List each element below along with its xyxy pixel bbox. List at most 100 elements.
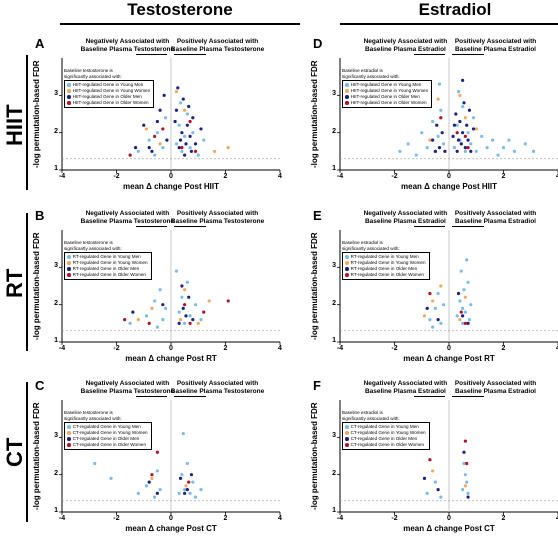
panel-e-point-series-0 <box>431 325 434 328</box>
panel-b-point-series-0 <box>183 322 186 325</box>
panel-c-x-tick-label: 4 <box>274 515 286 522</box>
panel-d-point-series-2 <box>469 150 472 153</box>
panel-c-point-series-0 <box>153 495 156 498</box>
panel-a-x-tick-label: 0 <box>165 173 177 180</box>
panel-d-legend-dot <box>345 95 349 99</box>
panel-c-legend: Baseline testosterone is significantly as… <box>64 410 152 450</box>
panel-b-point-series-0 <box>186 281 189 284</box>
panel-d-point-series-0 <box>438 83 441 86</box>
panel-e-legend-title: Baseline estradiol is significantly assoc… <box>342 240 430 252</box>
panel-c-x-axis-label: mean Δ change Post CT <box>62 524 280 533</box>
panel-e-point-series-0 <box>462 288 465 291</box>
row-rule-rt <box>26 213 28 351</box>
panel-a-point-series-2 <box>182 97 185 100</box>
panel-b-point-series-2 <box>182 307 185 310</box>
panel-a-point-series-3 <box>188 120 191 123</box>
panel-a-point-series-2 <box>165 139 168 142</box>
panel-f-x-axis-label: mean Δ change Post CT <box>340 524 558 533</box>
panel-e-point-series-0 <box>439 322 442 325</box>
panel-d-y-tick-label: 2 <box>328 128 336 135</box>
panel-e-point-series-0 <box>466 281 469 284</box>
panel-f-legend-title: Baseline estradiol is significantly assoc… <box>342 410 430 422</box>
panel-b-point-series-2 <box>131 311 134 314</box>
panel-d-point-series-0 <box>466 131 469 134</box>
panel-c-point-series-0 <box>183 488 186 491</box>
panel-b-legend-dot <box>67 255 71 259</box>
column-title-testosterone: Testosterone <box>70 0 290 20</box>
panel-a-point-series-0 <box>175 142 178 145</box>
panel-d-point-series-1 <box>437 97 440 100</box>
row-label-hiit: HIIT <box>2 65 26 185</box>
panel-c-point-series-3 <box>150 473 153 476</box>
panel-c-point-series-0 <box>178 492 181 495</box>
panel-e-legend-dot <box>345 267 349 271</box>
panel-d-point-series-2 <box>468 109 471 112</box>
panel-f-x-tick-label: -2 <box>389 515 401 522</box>
panel-c-point-series-0 <box>156 469 159 472</box>
panel-a-legend-item: HIIT-regulated Gene in Older Women <box>67 100 150 106</box>
panel-b-y-tick-label: 2 <box>50 300 58 307</box>
panel-c-point-series-2 <box>156 492 159 495</box>
panel-c-point-series-1 <box>150 477 153 480</box>
panel-d-legend-item: HIIT-regulated Gene in Older Women <box>345 100 428 106</box>
panel-a-point-series-0 <box>156 131 159 134</box>
panel-a-y-tick-label: 1 <box>50 165 58 172</box>
panel-d-x-axis-label: mean Δ change Post HIIT <box>340 182 558 191</box>
panel-c-legend-label: CT-regulated Gene in Older Women <box>73 442 146 448</box>
panel-f-y-tick-label: 3 <box>328 432 336 439</box>
panel-e-point-series-2 <box>437 318 440 321</box>
panel-a-point-series-1 <box>227 146 230 149</box>
panel-b-point-series-2 <box>184 314 187 317</box>
panel-d-point-series-0 <box>457 90 460 93</box>
panel-d-point-series-0 <box>431 120 434 123</box>
panel-d-point-series-0 <box>442 142 445 145</box>
panel-a-y-axis-label: -log permutation-based FDR <box>32 58 42 170</box>
panel-f-y-tick-label: 1 <box>328 507 336 514</box>
panel-d-legend-dot <box>345 83 349 87</box>
panel-f-y-axis-label: -log permutation-based FDR <box>310 400 320 512</box>
panel-d-point-series-0 <box>472 116 475 119</box>
panel-b-point-series-2 <box>180 284 183 287</box>
panel-e-point-series-0 <box>464 311 467 314</box>
panel-d-point-series-0 <box>398 150 401 153</box>
panel-a-point-series-3 <box>129 153 132 156</box>
panel-a-point-series-0 <box>179 101 182 104</box>
panel-d-annotation-negative-rule <box>414 54 445 55</box>
panel-f-point-series-0 <box>466 492 469 495</box>
panel-d-point-series-0 <box>480 135 483 138</box>
panel-b-point-series-0 <box>180 296 183 299</box>
panel-a-point-series-3 <box>194 150 197 153</box>
panel-b-point-series-0 <box>159 288 162 291</box>
panel-d-legend-box: HIIT-regulated Gene in Young Men HIIT-reg… <box>342 80 432 108</box>
panel-c-legend-title: Baseline testosterone is significantly as… <box>64 410 152 422</box>
panel-c-point-series-2 <box>179 477 182 480</box>
panel-d-point-series-2 <box>435 124 438 127</box>
panel-d-x-tick-label: -2 <box>389 173 401 180</box>
panel-d-annotation-positive: Positively Associated with Baseline Plasm… <box>441 38 551 53</box>
panel-d-point-series-2 <box>472 127 475 130</box>
panel-b-y-axis-label: -log permutation-based FDR <box>32 230 42 342</box>
panel-e-y-tick-label: 3 <box>328 262 336 269</box>
panel-b-point-series-1 <box>150 307 153 310</box>
panel-c-point-series-0 <box>188 492 191 495</box>
panel-e-annotation-positive-rule <box>452 226 485 227</box>
panel-e-legend-dot <box>345 273 349 277</box>
panel-e-point-series-0 <box>458 299 461 302</box>
panel-f-legend-dot <box>345 431 349 435</box>
panel-d-point-series-1 <box>475 127 478 130</box>
panel-d-point-series-2 <box>443 150 446 153</box>
panel-f-point-series-3 <box>428 458 431 461</box>
panel-a-point-series-0 <box>186 112 189 115</box>
panel-e-x-tick-label: -4 <box>334 345 346 352</box>
panel-c-point-series-0 <box>199 488 202 491</box>
panel-a-point-series-3 <box>161 127 164 130</box>
panel-b-point-series-0 <box>199 318 202 321</box>
panel-e-letter: E <box>313 208 322 223</box>
panel-a-point-series-1 <box>213 150 216 153</box>
panel-a-point-series-0 <box>178 124 181 127</box>
panel-f-point-series-3 <box>465 462 468 465</box>
panel-d-point-series-2 <box>431 139 434 142</box>
panel-a-point-series-0 <box>180 150 183 153</box>
panel-b-annotation-negative-rule <box>136 226 167 227</box>
panel-e-point-series-1 <box>439 284 442 287</box>
